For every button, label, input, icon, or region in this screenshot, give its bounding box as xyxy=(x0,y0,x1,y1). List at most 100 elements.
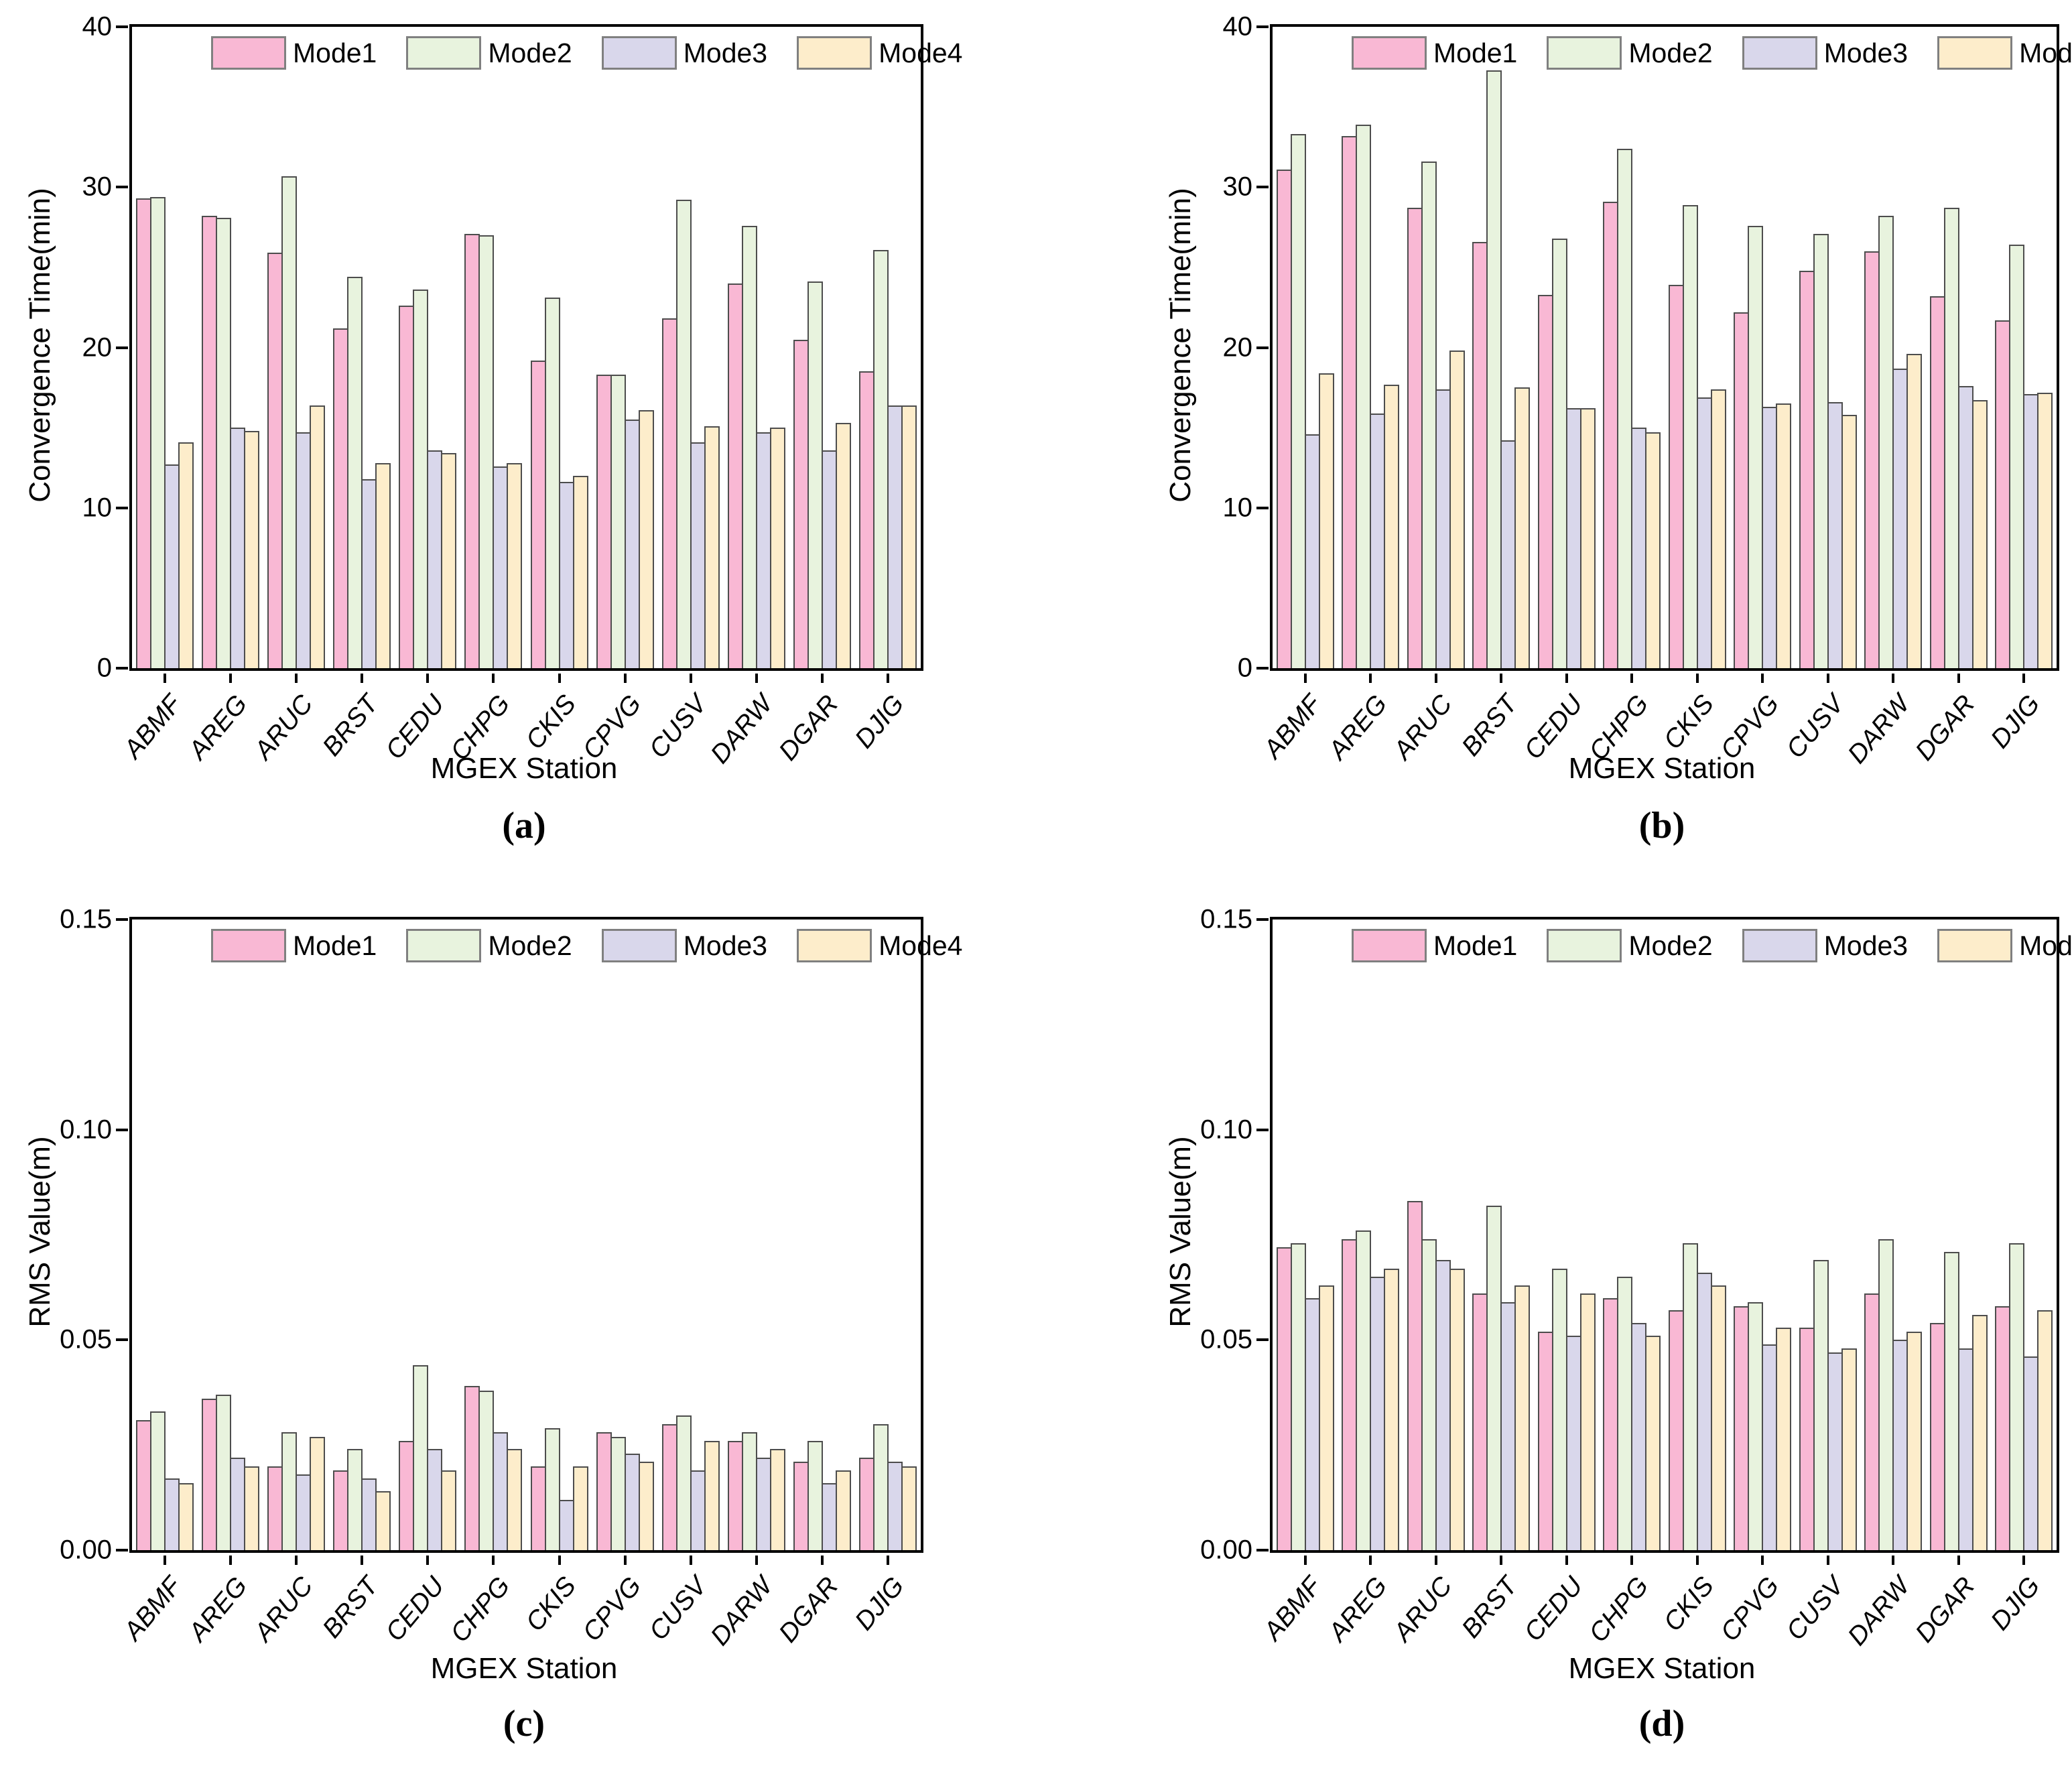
x-axis-tick-mark xyxy=(558,1556,561,1565)
bar-group-djig xyxy=(858,27,917,668)
legend-label: Mode4 xyxy=(2019,930,2072,961)
y-axis-label: Convergence Time(min) xyxy=(23,188,56,503)
x-axis-tick-mark xyxy=(2022,674,2026,683)
bar-mode1-dgar xyxy=(1929,1323,1945,1550)
bar-mode4-djig xyxy=(901,405,917,668)
y-axis-tick-mark xyxy=(1256,1128,1269,1131)
x-axis-tick-mark xyxy=(1630,1556,1634,1565)
bar-mode3-cusv xyxy=(1827,401,1843,668)
bar-mode4-chpg xyxy=(507,462,523,668)
bar-group-cedu xyxy=(1537,919,1596,1550)
bar-mode2-cedu xyxy=(413,1365,429,1550)
mode3-color-swatch xyxy=(601,36,677,70)
bar-mode3-darw xyxy=(755,1458,771,1550)
panel-a-convergence-time-chart: Convergence Time(min) Mode1 Mode2 Mode3 … xyxy=(0,0,1036,888)
legend-item-mode3: Mode3 xyxy=(1742,929,1908,962)
x-axis-tick-label-ckis: CKIS xyxy=(1658,1572,1720,1637)
bar-mode4-cedu xyxy=(441,453,457,668)
bar-mode2-cpvg xyxy=(1748,225,1764,668)
bar-group-areg xyxy=(202,27,260,668)
y-axis-tick-label: 0.15 xyxy=(1200,904,1252,934)
legend-item-mode2: Mode2 xyxy=(406,36,572,70)
x-axis-tick-mark xyxy=(2022,1556,2026,1565)
bar-mode2-cpvg xyxy=(1748,1302,1764,1550)
bar-mode2-brst xyxy=(347,1449,363,1550)
legend-label: Mode2 xyxy=(1628,930,1713,961)
bar-mode3-djig xyxy=(887,405,903,668)
bar-group-dgar xyxy=(1929,27,1988,668)
bar-group-cpvg xyxy=(1734,919,1792,1550)
bar-mode3-cpvg xyxy=(624,420,640,668)
x-axis-tick-label-cusv: CUSV xyxy=(644,690,713,764)
x-axis-tick-mark xyxy=(689,1556,692,1565)
bar-group-brst xyxy=(333,919,391,1550)
bar-mode3-abmf xyxy=(1304,434,1320,668)
bar-mode1-dgar xyxy=(1929,296,1945,668)
bar-mode3-cpvg xyxy=(1762,407,1778,668)
bar-group-darw xyxy=(1864,919,1923,1550)
x-axis-label: MGEX Station xyxy=(430,1652,618,1685)
bar-group-abmf xyxy=(136,919,194,1550)
bar-mode4-dgar xyxy=(1971,1314,1988,1550)
bar-group-aruc xyxy=(1407,27,1465,668)
y-axis-tick-mark xyxy=(1256,667,1269,670)
x-axis-tick-mark xyxy=(229,1556,233,1565)
bar-group-cusv xyxy=(661,27,720,668)
y-axis-tick-label: 0.15 xyxy=(60,904,112,934)
bar-mode1-ckis xyxy=(1668,285,1684,668)
y-axis-tick-label: 0.05 xyxy=(60,1324,112,1354)
bar-mode2-dgar xyxy=(807,1440,823,1550)
bar-mode3-areg xyxy=(1370,1277,1386,1550)
bar-mode2-djig xyxy=(872,249,889,668)
bar-mode2-cusv xyxy=(675,1415,692,1550)
y-axis-tick-label: 20 xyxy=(1222,332,1253,362)
bar-group-abmf xyxy=(1276,27,1334,668)
bar-mode2-cpvg xyxy=(610,375,626,668)
bar-mode1-brst xyxy=(333,1470,349,1550)
x-axis-tick-mark xyxy=(820,1556,824,1565)
plot-area: Mode1 Mode2 Mode3 Mode4 0.00 0.05 0.10 0.15… xyxy=(60,905,962,1651)
bar-mode1-cpvg xyxy=(1734,312,1750,668)
legend-item-mode3: Mode3 xyxy=(601,36,767,70)
bar-mode4-cpvg xyxy=(638,1462,654,1550)
legend-item-mode2: Mode2 xyxy=(1547,36,1713,70)
y-axis-tick-mark xyxy=(1256,186,1269,189)
x-axis-tick-label-dgar: DGAR xyxy=(1910,690,1981,766)
bar-mode3-djig xyxy=(887,1462,903,1550)
bar-group-chpg xyxy=(1603,919,1661,1550)
bar-mode1-chpg xyxy=(1603,201,1619,668)
y-axis-tick-mark xyxy=(116,1338,128,1342)
bar-mode4-dgar xyxy=(835,1470,851,1550)
bar-mode1-cedu xyxy=(1537,294,1553,668)
bar-mode3-darw xyxy=(1892,368,1908,668)
bar-mode3-dgar xyxy=(1957,385,1973,668)
bar-mode3-chpg xyxy=(1631,428,1647,668)
x-axis-tick-mark xyxy=(426,1556,430,1565)
subplot-caption: (c) xyxy=(503,1703,545,1745)
bar-mode2-aruc xyxy=(1421,1239,1437,1550)
bar-group-djig xyxy=(1995,919,2053,1550)
bar-mode2-ckis xyxy=(1682,204,1698,668)
mode1-color-swatch xyxy=(211,929,286,962)
x-axis-tick-mark xyxy=(1303,674,1307,683)
bar-mode4-cedu xyxy=(1579,408,1596,668)
bar-mode2-ckis xyxy=(544,298,560,668)
x-axis-tick-label-areg: AREG xyxy=(183,1572,253,1647)
legend-item-mode4: Mode4 xyxy=(1937,36,2072,70)
bar-mode4-ckis xyxy=(1710,389,1726,668)
bar-mode2-abmf xyxy=(150,1411,166,1550)
x-axis-tick-mark xyxy=(1565,674,1568,683)
bar-mode3-aruc xyxy=(296,432,312,668)
x-axis-tick-mark xyxy=(1630,674,1634,683)
x-axis-tick-mark xyxy=(623,1556,627,1565)
y-axis-label: RMS Value(m) xyxy=(23,1136,56,1328)
x-axis-tick-label-darw: DARW xyxy=(705,1572,779,1651)
bar-group-ckis xyxy=(1668,919,1726,1550)
y-axis-tick-mark xyxy=(1256,1338,1269,1342)
y-axis-tick-label: 0.10 xyxy=(1200,1115,1252,1145)
y-axis-tick-mark xyxy=(1256,1549,1269,1551)
bar-mode4-darw xyxy=(1906,1331,1923,1550)
x-axis-tick-label-djig: DJIG xyxy=(1986,1572,2047,1636)
bar-mode2-areg xyxy=(1356,1230,1372,1550)
